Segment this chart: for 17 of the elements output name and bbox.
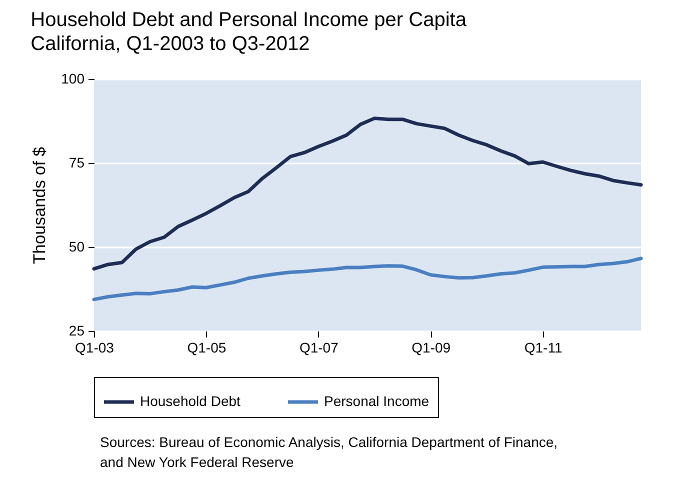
x-tick-label: Q1-05 (187, 340, 226, 356)
source-note: Sources: Bureau of Economic Analysis, California Department of Finance, and New York Federal Reserve (100, 433, 558, 472)
chart-title: Household Debt and Personal Income per Capita (30, 9, 468, 31)
y-tick-label: 75 (68, 154, 85, 170)
y-tick-label: 50 (68, 238, 85, 254)
chart-subtitle: California, Q1-2003 to Q3-2012 (30, 33, 310, 55)
y-axis-title: Thousands of $ (30, 146, 50, 264)
legend-label: Personal Income (324, 393, 430, 409)
y-tick-label: 100 (61, 70, 85, 86)
x-tick-label: Q1-07 (299, 340, 339, 356)
line-series (92, 116, 643, 271)
x-tick-label: Q1-09 (412, 340, 451, 356)
y-tick-label: 25 (68, 322, 85, 338)
line-series (92, 256, 643, 302)
x-tick-label: Q1-03 (75, 340, 114, 356)
x-tick-label: Q1-11 (524, 340, 562, 356)
legend-label: Household Debt (140, 393, 241, 409)
